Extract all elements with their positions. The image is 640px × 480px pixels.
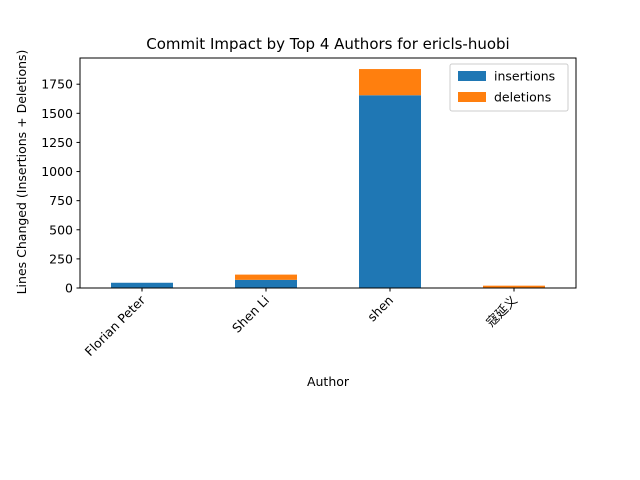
x-tick-label: Florian Peter: [82, 292, 149, 359]
bar-insertions-2: [359, 95, 421, 288]
bar-deletions-2: [359, 69, 421, 96]
x-tick-label: 寇延义: [483, 292, 520, 329]
bar-deletions-1: [235, 274, 297, 280]
legend: insertions deletions: [449, 63, 569, 112]
x-tick-label: shen: [364, 293, 396, 325]
legend-label-deletions: deletions: [494, 90, 551, 105]
y-tick-label: 0: [65, 281, 73, 296]
bar-deletions-3: [483, 285, 545, 288]
y-axis-label: Lines Changed (Insertions + Deletions): [14, 50, 29, 295]
y-tick-label: 1500: [41, 106, 73, 121]
x-tick-label: Shen Li: [229, 293, 272, 336]
y-tick-label: 750: [49, 193, 73, 208]
y-tick-label: 1000: [41, 164, 73, 179]
bar-insertions-0: [111, 282, 173, 288]
y-tick-label: 500: [49, 222, 73, 237]
y-tick-label: 1250: [41, 135, 73, 150]
legend-label-insertions: insertions: [494, 69, 555, 84]
y-tick-label: 250: [49, 251, 73, 266]
legend-swatch-insertions: [458, 71, 486, 81]
axes-frame: [79, 57, 577, 289]
legend-swatch-deletions: [458, 92, 486, 102]
chart-title: Commit Impact by Top 4 Authors for ericl…: [146, 35, 509, 53]
bar-insertions-1: [235, 279, 297, 288]
y-tick-label: 1750: [41, 77, 73, 92]
x-axis-label: Author: [307, 374, 350, 389]
